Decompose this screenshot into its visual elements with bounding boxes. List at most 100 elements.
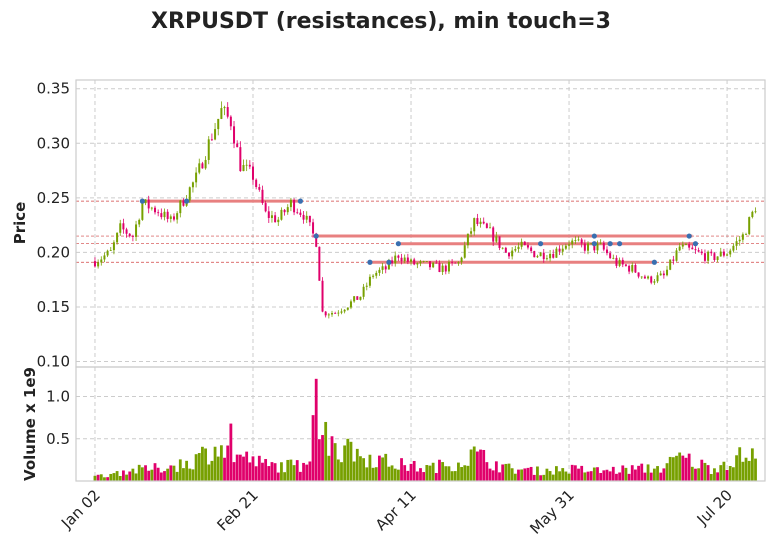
volume-bar bbox=[523, 468, 527, 481]
candle-body bbox=[410, 259, 413, 262]
candle-body bbox=[498, 236, 501, 248]
volume-bar bbox=[450, 471, 454, 481]
volume-bar bbox=[652, 468, 656, 481]
volume-bar bbox=[166, 468, 170, 481]
candle-body bbox=[470, 231, 473, 234]
candle-body bbox=[305, 215, 308, 220]
candle-body bbox=[255, 179, 258, 188]
candle-body bbox=[293, 199, 296, 213]
candle-body bbox=[204, 159, 207, 169]
candle-body bbox=[555, 248, 558, 258]
candle-body bbox=[628, 265, 631, 272]
volume-bar bbox=[741, 461, 745, 481]
volume-bar bbox=[507, 463, 511, 481]
volume-bar bbox=[678, 452, 682, 481]
volume-bar bbox=[99, 474, 103, 481]
volume-bar bbox=[659, 472, 663, 481]
candle-body bbox=[150, 207, 153, 209]
volume-bar bbox=[690, 466, 694, 481]
volume-bar bbox=[580, 465, 584, 481]
volume-bar bbox=[526, 467, 530, 481]
candle-body bbox=[732, 245, 735, 251]
volume-bar bbox=[561, 468, 565, 481]
volume-bar bbox=[536, 466, 539, 481]
candle-body bbox=[590, 243, 593, 245]
candle-body bbox=[223, 107, 226, 109]
candle-body bbox=[473, 218, 476, 232]
candle-body bbox=[331, 313, 334, 315]
volume-bar bbox=[548, 471, 552, 481]
volume-bar bbox=[308, 461, 312, 481]
candle-body bbox=[365, 285, 368, 287]
volume-bar bbox=[573, 465, 577, 481]
volume-bar bbox=[586, 471, 590, 481]
candle-body bbox=[700, 251, 703, 254]
volume-bar bbox=[577, 468, 580, 481]
volume-bar bbox=[286, 459, 290, 481]
candle-body bbox=[539, 252, 542, 257]
candle-body bbox=[346, 307, 349, 310]
price-tick-label: 0.30 bbox=[37, 134, 70, 152]
candle-body bbox=[334, 313, 337, 314]
volume-bar bbox=[131, 468, 135, 481]
candle-body bbox=[722, 251, 725, 256]
resistance-touch-point bbox=[297, 198, 303, 204]
volume-bar bbox=[122, 470, 125, 481]
volume-bar bbox=[153, 463, 157, 481]
candle-body bbox=[217, 118, 220, 130]
resistance-touch-point bbox=[139, 198, 145, 204]
volume-bar bbox=[479, 449, 482, 481]
candle-body bbox=[438, 262, 441, 273]
volume-bar bbox=[725, 469, 729, 481]
volume-bar bbox=[596, 467, 599, 481]
volume-bar bbox=[643, 472, 647, 481]
volume-bar bbox=[513, 473, 517, 481]
volume-bar bbox=[428, 465, 432, 481]
volume-bar bbox=[624, 467, 628, 481]
candle-body bbox=[659, 273, 662, 276]
volume-tick-label: 1.0 bbox=[46, 388, 70, 406]
volume-bar bbox=[378, 455, 381, 481]
candle-body bbox=[416, 263, 419, 265]
volume-bar bbox=[106, 477, 110, 481]
candle-body bbox=[647, 276, 650, 279]
resistance-touch-point bbox=[367, 259, 373, 265]
candle-body bbox=[97, 262, 100, 267]
candle-body bbox=[160, 213, 163, 218]
candle-body bbox=[545, 258, 548, 260]
candle-body bbox=[387, 260, 390, 270]
volume-bar bbox=[662, 468, 666, 481]
candle-body bbox=[526, 245, 529, 248]
candle-body bbox=[577, 239, 580, 241]
candle-body bbox=[251, 166, 254, 180]
volume-frame bbox=[75, 366, 766, 482]
volume-bar bbox=[592, 467, 596, 481]
volume-bar bbox=[438, 459, 441, 481]
candle-body bbox=[542, 252, 545, 260]
volume-bar bbox=[668, 456, 672, 481]
volume-bar bbox=[551, 474, 555, 481]
candle-body bbox=[726, 254, 729, 256]
candle-body bbox=[274, 215, 277, 223]
volume-bar bbox=[109, 473, 113, 481]
candle-body bbox=[280, 209, 283, 220]
volume-bar bbox=[434, 473, 438, 481]
candle-body bbox=[602, 242, 605, 250]
candle-body bbox=[735, 241, 738, 246]
volume-bar bbox=[400, 458, 403, 481]
candle-body bbox=[634, 265, 637, 273]
price-tick-label: 0.15 bbox=[37, 298, 70, 316]
volume-bar bbox=[112, 473, 116, 481]
volume-bar bbox=[115, 471, 119, 481]
candle-body bbox=[100, 259, 103, 263]
volume-bar bbox=[251, 456, 255, 481]
volume-bar bbox=[264, 459, 268, 481]
volume-bar bbox=[178, 459, 182, 481]
volume-bar bbox=[283, 472, 286, 481]
resistance-touch-point bbox=[591, 233, 597, 239]
volume-bar bbox=[494, 461, 498, 481]
candle-body bbox=[466, 233, 469, 246]
volume-bar bbox=[441, 462, 445, 481]
volume-bar bbox=[257, 455, 261, 481]
